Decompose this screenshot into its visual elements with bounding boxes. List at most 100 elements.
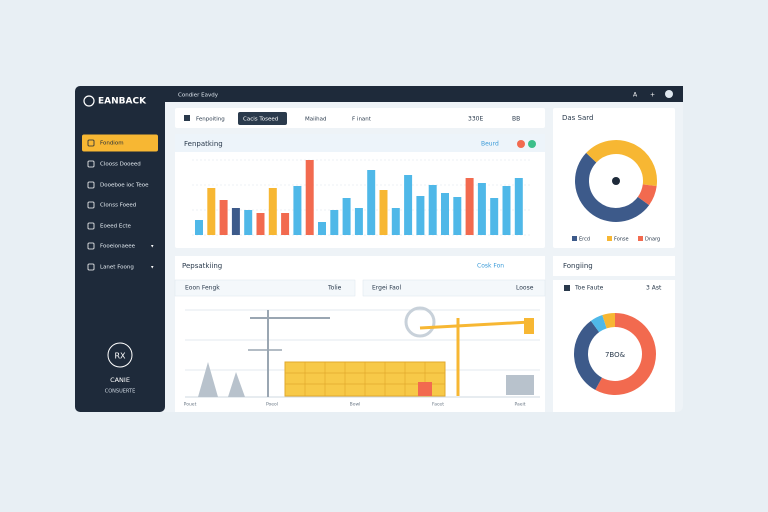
bar <box>441 193 449 235</box>
sidebar <box>75 86 165 412</box>
nav-item[interactable]: Lanet Foong <box>100 265 134 271</box>
bar <box>416 196 425 235</box>
card-action[interactable]: Tolie <box>327 285 342 292</box>
card-title: Ergei Faol <box>372 285 401 292</box>
site-card[interactable] <box>362 279 546 297</box>
bar <box>293 186 302 235</box>
status-dot <box>528 140 536 148</box>
footer-subtitle: CONSUERTE <box>105 389 135 395</box>
legend-swatch <box>638 236 643 241</box>
container <box>418 382 432 396</box>
bar <box>318 222 326 235</box>
avatar[interactable] <box>665 90 673 98</box>
breadcrumb: Condier Eavdy <box>178 93 219 99</box>
crane-counterweight <box>524 318 534 334</box>
x-label: Poeol <box>266 402 278 408</box>
donut-segment <box>637 183 657 206</box>
donut-hub <box>612 177 620 185</box>
bar <box>207 188 216 235</box>
panel-title: Fenpatking <box>184 140 223 148</box>
legend-label: Fonse <box>614 237 629 243</box>
ring-segment <box>590 315 607 333</box>
icon[interactable]: A <box>633 92 638 99</box>
nav-item[interactable]: Eoeed Ecte <box>100 224 132 230</box>
nav-icon <box>87 160 95 168</box>
bar <box>477 183 486 235</box>
bar <box>404 175 413 235</box>
ring-segment <box>595 313 656 395</box>
bar <box>281 213 290 235</box>
nav-chevron[interactable]: ▾ <box>151 244 154 250</box>
tab-stat[interactable]: 330E <box>468 116 483 123</box>
panel-action[interactable]: Beurd <box>481 141 499 148</box>
bar <box>268 188 277 235</box>
bar <box>231 208 240 235</box>
legend-label: Ercd <box>579 237 590 243</box>
tab-icon <box>184 115 190 121</box>
nav-item[interactable]: Dooeboe ioc Teoe <box>100 183 149 189</box>
tab[interactable]: Cacis Toseed <box>243 117 278 123</box>
donut-segment <box>575 152 650 222</box>
card-stat[interactable]: 3 Ast <box>646 285 662 292</box>
bar <box>391 208 400 235</box>
machine <box>506 375 534 395</box>
bar <box>502 186 511 235</box>
bar <box>514 178 523 235</box>
tab-stat[interactable]: BB <box>512 116 520 123</box>
construction-illustration <box>185 306 540 398</box>
ring-segment <box>574 320 603 390</box>
status-dot <box>517 140 525 148</box>
site-card[interactable] <box>174 279 356 297</box>
nav-icon <box>87 181 95 189</box>
bar <box>354 208 363 235</box>
nav-icon <box>87 242 95 250</box>
bar <box>453 197 462 235</box>
bar <box>465 178 474 235</box>
x-label: Facet <box>432 402 444 408</box>
nav-item[interactable]: Clonss Foeed <box>100 203 136 209</box>
logo[interactable]: EANBACK <box>98 97 147 107</box>
bar <box>379 190 388 235</box>
bar <box>330 210 339 235</box>
tab[interactable]: Fenpoiting <box>196 117 225 123</box>
tab[interactable]: Maiihad <box>305 117 327 123</box>
crane <box>419 320 531 330</box>
legend-swatch <box>607 236 612 241</box>
gear <box>404 306 436 338</box>
logo-icon <box>83 95 95 107</box>
ring-segment <box>602 313 616 329</box>
x-label: Pouet <box>184 402 197 408</box>
tab[interactable]: F inant <box>352 117 372 123</box>
ring-panel-header <box>553 256 675 276</box>
nav-item[interactable]: Clooss Dooeed <box>100 162 141 168</box>
panel-title: Pepsatkiing <box>182 262 222 270</box>
bar <box>256 213 265 235</box>
bar <box>244 210 253 235</box>
footer-name: CANIE <box>110 376 130 384</box>
nav-chevron[interactable]: ▾ <box>151 265 154 271</box>
bar <box>342 198 351 235</box>
panel-title: Fongiing <box>563 262 593 270</box>
nav-highlight <box>82 134 158 152</box>
card-action[interactable]: Loose <box>516 285 534 292</box>
building-grid <box>285 362 445 396</box>
nav-icon <box>87 201 95 209</box>
nav-item[interactable]: Fondiom <box>100 141 124 147</box>
panel-action[interactable]: Cosk Fon <box>477 263 504 270</box>
footer-badge <box>107 342 133 368</box>
bar <box>490 198 499 235</box>
tree <box>198 362 245 397</box>
bar-panel <box>175 134 545 248</box>
nav-icon <box>87 263 95 271</box>
bar <box>219 200 228 235</box>
legend-swatch <box>572 236 577 241</box>
nav-item[interactable]: Fooeionaeee <box>100 244 136 250</box>
card-title: Eoon Fengk <box>185 285 220 292</box>
icon[interactable]: + <box>650 92 655 99</box>
x-label: Paeit <box>514 402 525 408</box>
footer-badge-text: RX <box>114 352 126 361</box>
nav-icon <box>87 139 95 147</box>
card-icon <box>564 285 570 291</box>
ring-center: 7BO& <box>605 351 626 359</box>
bar <box>305 160 314 235</box>
